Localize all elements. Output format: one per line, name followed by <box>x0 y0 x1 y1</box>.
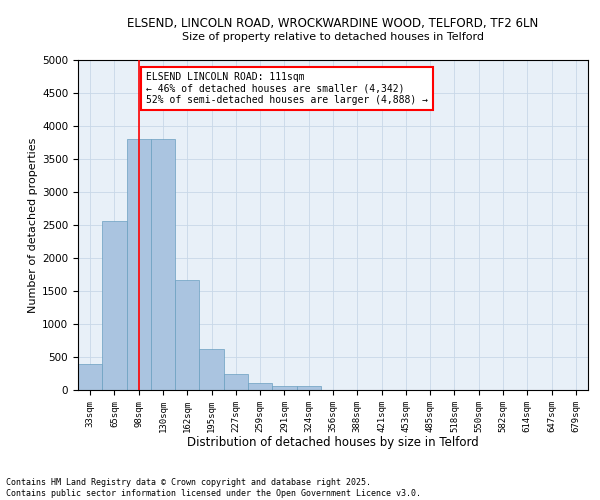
Text: Contains HM Land Registry data © Crown copyright and database right 2025.
Contai: Contains HM Land Registry data © Crown c… <box>6 478 421 498</box>
Bar <box>296 386 321 390</box>
Bar <box>78 364 102 390</box>
Y-axis label: Number of detached properties: Number of detached properties <box>28 138 38 312</box>
Text: Size of property relative to detached houses in Telford: Size of property relative to detached ho… <box>182 32 484 42</box>
Text: ELSEND LINCOLN ROAD: 111sqm
← 46% of detached houses are smaller (4,342)
52% of : ELSEND LINCOLN ROAD: 111sqm ← 46% of det… <box>146 72 428 105</box>
Bar <box>272 386 296 390</box>
Bar <box>224 374 248 390</box>
Bar <box>175 280 199 390</box>
Bar <box>102 221 127 390</box>
Text: ELSEND, LINCOLN ROAD, WROCKWARDINE WOOD, TELFORD, TF2 6LN: ELSEND, LINCOLN ROAD, WROCKWARDINE WOOD,… <box>127 18 539 30</box>
Bar <box>199 349 224 390</box>
X-axis label: Distribution of detached houses by size in Telford: Distribution of detached houses by size … <box>187 436 479 449</box>
Bar <box>151 139 175 390</box>
Bar <box>127 139 151 390</box>
Bar <box>248 382 272 390</box>
